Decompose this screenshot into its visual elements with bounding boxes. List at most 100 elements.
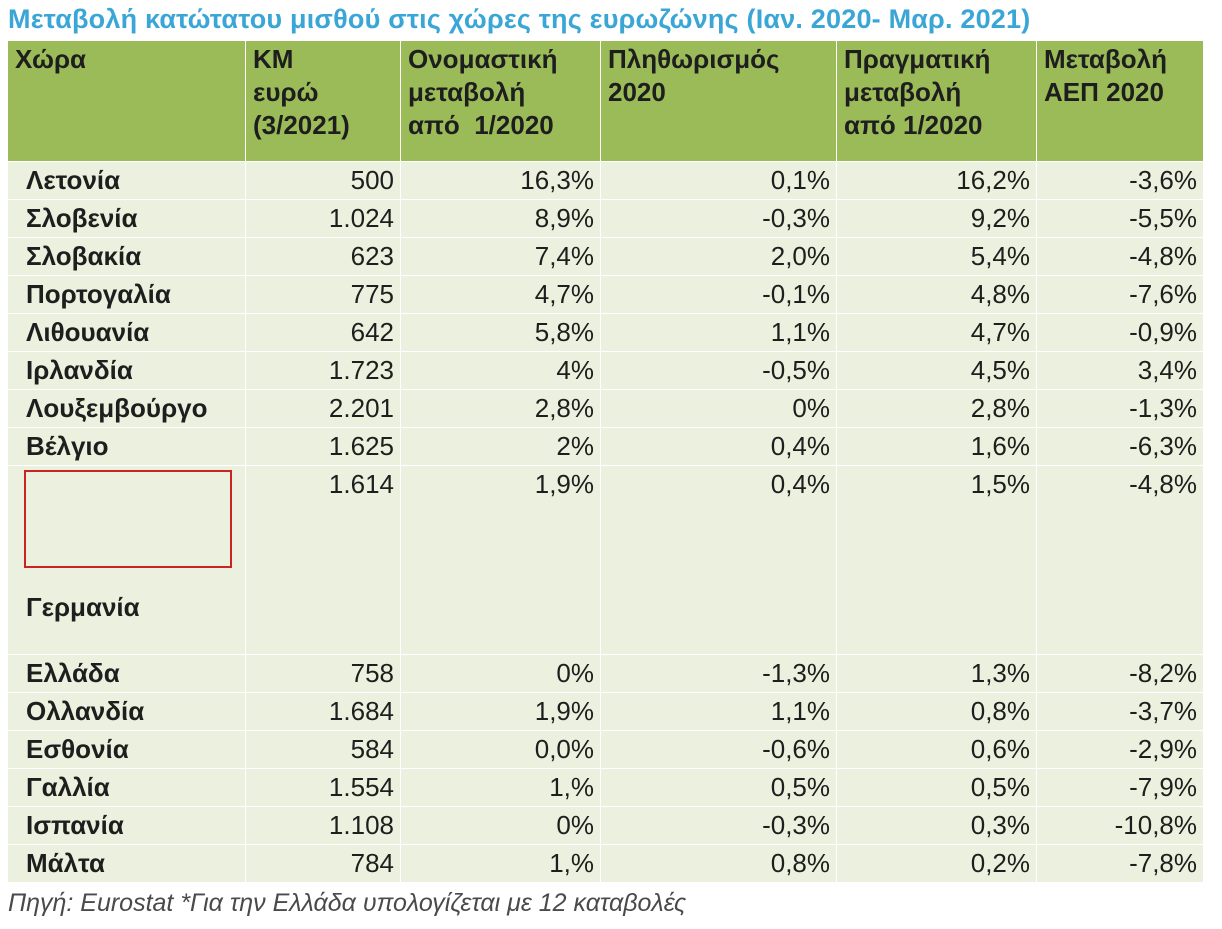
table-row: Γερμανία 1.614 1,9% 0,4% 1,5% -4,8% — [7, 465, 1204, 655]
table-row: Σλοβακία 623 7,4% 2,0% 5,4% -4,8% — [7, 237, 1204, 276]
inflation-cell: 0,4% — [600, 465, 837, 655]
nominal-change-cell: 1,9% — [400, 465, 601, 655]
min-wage-cell: 1.024 — [245, 199, 401, 238]
nominal-change-cell: 0,0% — [400, 730, 601, 769]
real-change-cell: 4,7% — [836, 313, 1037, 352]
gdp-change-cell: 3,4% — [1036, 351, 1204, 390]
country-cell: Λετονία — [7, 161, 246, 200]
header-inflation: Πληθωρισμός 2020 — [600, 40, 837, 162]
country-cell: Ιρλανδία — [7, 351, 246, 390]
real-change-cell: 1,6% — [836, 427, 1037, 466]
inflation-cell: 0,4% — [600, 427, 837, 466]
minimum-wage-table: Χώρα ΚΜ ευρώ (3/2021) Ονομαστική μεταβολ… — [7, 40, 1204, 883]
min-wage-cell: 758 — [245, 654, 401, 693]
real-change-cell: 9,2% — [836, 199, 1037, 238]
country-cell: Βέλγιο — [7, 427, 246, 466]
inflation-cell: 0% — [600, 389, 837, 428]
header-gdp-change: Μεταβολή ΑΕΠ 2020 — [1036, 40, 1204, 162]
table-row: Σλοβενία 1.024 8,9% -0,3% 9,2% -5,5% — [7, 199, 1204, 238]
nominal-change-cell: 2% — [400, 427, 601, 466]
gdp-change-cell: -8,2% — [1036, 654, 1204, 693]
gdp-change-cell: -10,8% — [1036, 806, 1204, 845]
real-change-cell: 4,8% — [836, 275, 1037, 314]
min-wage-cell: 775 — [245, 275, 401, 314]
gdp-change-cell: -3,6% — [1036, 161, 1204, 200]
nominal-change-cell: 1,9% — [400, 692, 601, 731]
country-cell: Μάλτα — [7, 844, 246, 883]
min-wage-cell: 623 — [245, 237, 401, 276]
header-country: Χώρα — [7, 40, 246, 162]
header-real-change: Πραγματική μεταβολή από 1/2020 — [836, 40, 1037, 162]
nominal-change-cell: 0% — [400, 806, 601, 845]
gdp-change-cell: -7,8% — [1036, 844, 1204, 883]
inflation-cell: -0,6% — [600, 730, 837, 769]
inflation-cell: 0,8% — [600, 844, 837, 883]
country-cell: Ολλανδία — [7, 692, 246, 731]
inflation-cell: 2,0% — [600, 237, 837, 276]
country-cell: Λουξεμβούργο — [7, 389, 246, 428]
real-change-cell: 2,8% — [836, 389, 1037, 428]
inflation-cell: -0,5% — [600, 351, 837, 390]
real-change-cell: 1,5% — [836, 465, 1037, 655]
nominal-change-cell: 7,4% — [400, 237, 601, 276]
gdp-change-cell: -7,6% — [1036, 275, 1204, 314]
inflation-cell: -0,1% — [600, 275, 837, 314]
page-title: Μεταβολή κατώτατου μισθού στις χώρες της… — [8, 4, 1031, 34]
real-change-cell: 0,6% — [836, 730, 1037, 769]
min-wage-cell: 1.108 — [245, 806, 401, 845]
table-row: Λετονία 500 16,3% 0,1% 16,2% -3,6% — [7, 161, 1204, 200]
country-cell: Λιθουανία — [7, 313, 246, 352]
nominal-change-cell: 4,7% — [400, 275, 601, 314]
inflation-cell: -1,3% — [600, 654, 837, 693]
gdp-change-cell: -3,7% — [1036, 692, 1204, 731]
nominal-change-cell: 4% — [400, 351, 601, 390]
nominal-change-cell: 1,% — [400, 768, 601, 807]
country-cell: Σλοβακία — [7, 237, 246, 276]
gdp-change-cell: -0,9% — [1036, 313, 1204, 352]
inflation-cell: 0,1% — [600, 161, 837, 200]
nominal-change-cell: 5,8% — [400, 313, 601, 352]
min-wage-cell: 642 — [245, 313, 401, 352]
gdp-change-cell: -5,5% — [1036, 199, 1204, 238]
country-cell: Πορτογαλία — [7, 275, 246, 314]
min-wage-cell: 1.614 — [245, 465, 401, 655]
real-change-cell: 16,2% — [836, 161, 1037, 200]
inflation-cell: 0,5% — [600, 768, 837, 807]
country-cell: Εσθονία — [7, 730, 246, 769]
source-note: Πηγή: Eurostat *Για την Ελλάδα υπολογίζε… — [8, 889, 687, 917]
highlight-box — [24, 470, 232, 568]
real-change-cell: 0,3% — [836, 806, 1037, 845]
inflation-cell: -0,3% — [600, 806, 837, 845]
country-cell: Ελλάδα — [7, 654, 246, 693]
gdp-change-cell: -2,9% — [1036, 730, 1204, 769]
gdp-change-cell: -4,8% — [1036, 237, 1204, 276]
table-row: Γαλλία 1.554 1,% 0,5% 0,5% -7,9% — [7, 768, 1204, 807]
real-change-cell: 0,2% — [836, 844, 1037, 883]
table-row: Εσθονία 584 0,0% -0,6% 0,6% -2,9% — [7, 730, 1204, 769]
country-cell: Σλοβενία — [7, 199, 246, 238]
nominal-change-cell: 8,9% — [400, 199, 601, 238]
table-row: Λιθουανία 642 5,8% 1,1% 4,7% -0,9% — [7, 313, 1204, 352]
inflation-cell: 1,1% — [600, 692, 837, 731]
header-nominal-change: Ονομαστική μεταβολή από 1/2020 — [400, 40, 601, 162]
table-row: Ιρλανδία 1.723 4% -0,5% 4,5% 3,4% — [7, 351, 1204, 390]
min-wage-cell: 2.201 — [245, 389, 401, 428]
real-change-cell: 0,5% — [836, 768, 1037, 807]
table-row: Ελλάδα 758 0% -1,3% 1,3% -8,2% — [7, 654, 1204, 693]
table-row: Ολλανδία 1.684 1,9% 1,1% 0,8% -3,7% — [7, 692, 1204, 731]
real-change-cell: 0,8% — [836, 692, 1037, 731]
min-wage-cell: 784 — [245, 844, 401, 883]
country-cell: Γερμανία — [7, 465, 246, 655]
min-wage-cell: 1.684 — [245, 692, 401, 731]
nominal-change-cell: 2,8% — [400, 389, 601, 428]
min-wage-cell: 1.723 — [245, 351, 401, 390]
table-row: Μάλτα 784 1,% 0,8% 0,2% -7,8% — [7, 844, 1204, 883]
nominal-change-cell: 16,3% — [400, 161, 601, 200]
min-wage-cell: 584 — [245, 730, 401, 769]
min-wage-cell: 500 — [245, 161, 401, 200]
table-row: Ισπανία 1.108 0% -0,3% 0,3% -10,8% — [7, 806, 1204, 845]
nominal-change-cell: 0% — [400, 654, 601, 693]
min-wage-cell: 1.554 — [245, 768, 401, 807]
real-change-cell: 5,4% — [836, 237, 1037, 276]
table-row: Λουξεμβούργο 2.201 2,8% 0% 2,8% -1,3% — [7, 389, 1204, 428]
